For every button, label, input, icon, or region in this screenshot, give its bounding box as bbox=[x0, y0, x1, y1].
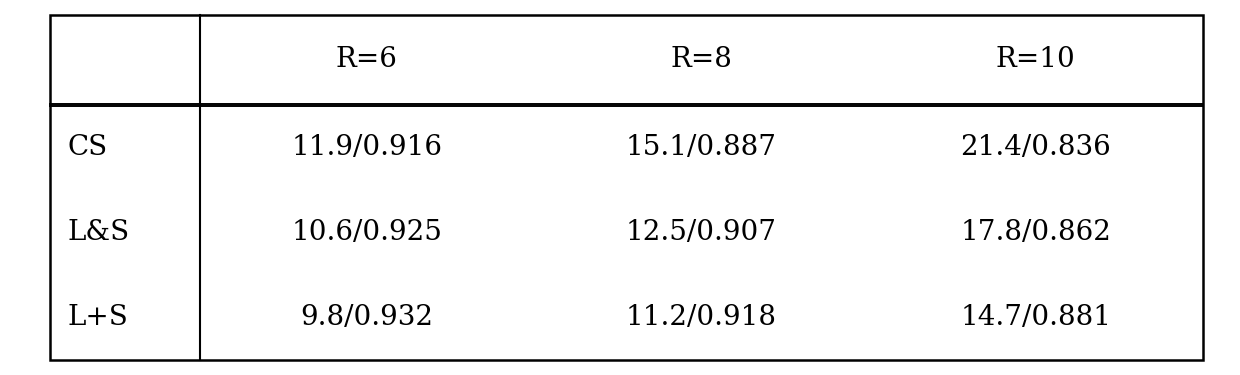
Text: L+S: L+S bbox=[68, 304, 128, 331]
Text: CS: CS bbox=[68, 134, 108, 161]
Text: R=8: R=8 bbox=[671, 46, 732, 74]
Text: 11.2/0.918: 11.2/0.918 bbox=[626, 304, 776, 331]
Text: 17.8/0.862: 17.8/0.862 bbox=[960, 219, 1111, 246]
Text: R=10: R=10 bbox=[996, 46, 1075, 74]
Text: 11.9/0.916: 11.9/0.916 bbox=[291, 134, 443, 161]
Text: 14.7/0.881: 14.7/0.881 bbox=[960, 304, 1111, 331]
Text: L&S: L&S bbox=[68, 219, 130, 246]
Text: 21.4/0.836: 21.4/0.836 bbox=[960, 134, 1111, 161]
Text: 10.6/0.925: 10.6/0.925 bbox=[291, 219, 443, 246]
Text: 12.5/0.907: 12.5/0.907 bbox=[626, 219, 776, 246]
Text: 15.1/0.887: 15.1/0.887 bbox=[626, 134, 776, 161]
Text: R=6: R=6 bbox=[336, 46, 398, 74]
Text: 9.8/0.932: 9.8/0.932 bbox=[300, 304, 433, 331]
